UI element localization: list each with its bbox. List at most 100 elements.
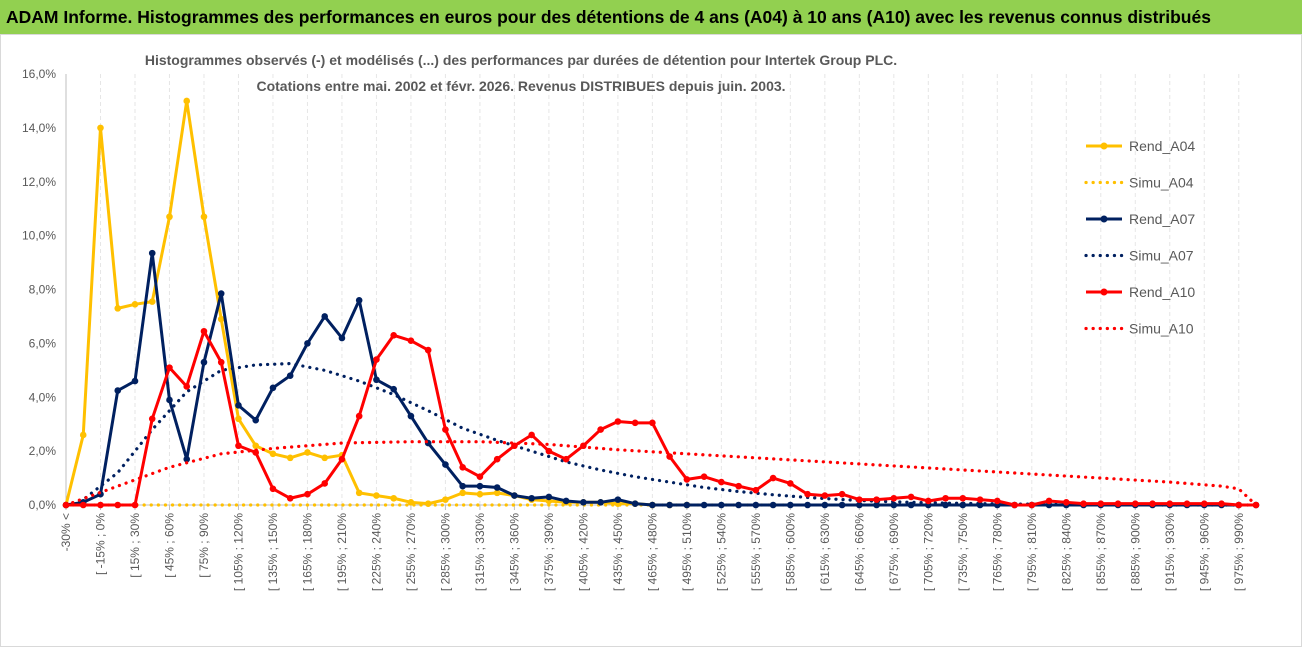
performance-histogram-chart: Histogrammes observés (-) et modélisés (… bbox=[22, 52, 1260, 591]
data-point-rend-a07 bbox=[838, 501, 846, 509]
series-simu-a07 bbox=[64, 361, 1258, 507]
data-point-rend-a10 bbox=[907, 493, 915, 501]
data-point-rend-a07 bbox=[407, 412, 415, 420]
data-point-rend-a07 bbox=[166, 396, 173, 404]
gridlines bbox=[65, 74, 1240, 505]
data-point-rend-a07 bbox=[476, 482, 484, 490]
chart-area: Histogrammes observés (-) et modélisés (… bbox=[0, 34, 1302, 647]
data-point-rend-a10 bbox=[925, 497, 932, 505]
data-point-rend-a10 bbox=[821, 492, 829, 499]
data-point-rend-a07 bbox=[769, 501, 777, 509]
data-point-rend-a10 bbox=[890, 494, 898, 502]
banner-title: ADAM Informe. Histogrammes des performan… bbox=[6, 7, 1211, 27]
legend-marker bbox=[1100, 142, 1108, 150]
data-point-rend-a10 bbox=[838, 490, 846, 498]
data-point-rend-a04 bbox=[476, 490, 484, 498]
chart-title: Histogrammes observés (-) et modélisés (… bbox=[145, 52, 897, 94]
data-point-rend-a10 bbox=[976, 496, 984, 503]
data-point-rend-a10 bbox=[1200, 500, 1208, 507]
data-point-rend-a04 bbox=[148, 298, 156, 305]
data-point-rend-a07 bbox=[511, 492, 518, 499]
data-point-rend-a10 bbox=[1114, 500, 1122, 507]
x-tick-label: [ 585% ; 600% bbox=[783, 513, 797, 591]
data-point-rend-a10 bbox=[390, 331, 397, 339]
data-point-rend-a07 bbox=[597, 499, 604, 506]
x-tick-label: [ 795% ; 810% bbox=[1025, 513, 1039, 591]
data-point-rend-a10 bbox=[373, 356, 380, 363]
y-tick-label: 6,0% bbox=[29, 336, 57, 350]
data-point-rend-a10 bbox=[79, 501, 87, 509]
data-point-rend-a07 bbox=[355, 296, 363, 304]
series-rend-a10 bbox=[62, 327, 1260, 509]
data-point-rend-a10 bbox=[200, 327, 208, 335]
x-tick-label: [ 675% ; 690% bbox=[887, 513, 901, 591]
legend-item-simu-a04: Simu_A04 bbox=[1084, 175, 1194, 191]
data-point-rend-a10 bbox=[994, 497, 1001, 505]
data-point-rend-a07 bbox=[321, 313, 328, 320]
data-point-rend-a07 bbox=[493, 484, 501, 491]
legend-label: Simu_A04 bbox=[1129, 175, 1194, 191]
legend-item-rend-a04: Rend_A04 bbox=[1086, 138, 1195, 154]
data-point-rend-a04 bbox=[390, 494, 397, 502]
x-tick-label: [ 345% ; 360% bbox=[507, 513, 521, 591]
data-point-rend-a10 bbox=[493, 455, 501, 463]
x-tick-label: [ 15% ; 30% bbox=[128, 513, 142, 578]
data-point-rend-a04 bbox=[321, 454, 328, 462]
x-tick-label: [ 855% ; 870% bbox=[1094, 513, 1108, 591]
data-point-rend-a04 bbox=[493, 489, 501, 497]
data-point-rend-a04 bbox=[114, 305, 122, 312]
series-line-simu-a07 bbox=[64, 361, 1258, 507]
data-point-rend-a07 bbox=[528, 494, 535, 502]
data-point-rend-a10 bbox=[597, 426, 604, 433]
data-point-rend-a10 bbox=[148, 415, 156, 423]
data-point-rend-a07 bbox=[217, 290, 225, 297]
data-point-rend-a04 bbox=[373, 492, 380, 499]
data-point-rend-a07 bbox=[821, 501, 829, 509]
data-point-rend-a10 bbox=[304, 490, 311, 498]
data-point-rend-a07 bbox=[148, 249, 156, 257]
data-point-rend-a10 bbox=[942, 494, 949, 502]
x-tick-label: [ 495% ; 510% bbox=[680, 513, 694, 591]
data-point-rend-a10 bbox=[856, 496, 863, 503]
data-point-rend-a10 bbox=[528, 431, 535, 439]
data-point-rend-a04 bbox=[166, 213, 173, 221]
data-point-rend-a04 bbox=[97, 124, 104, 132]
series-line-rend-a10 bbox=[66, 329, 1256, 507]
legend-label: Simu_A10 bbox=[1129, 321, 1194, 337]
data-point-rend-a10 bbox=[286, 494, 294, 502]
data-point-rend-a04 bbox=[286, 454, 294, 462]
x-tick-label: [ -15% ; 0% bbox=[93, 513, 107, 575]
data-point-rend-a10 bbox=[1062, 499, 1070, 506]
data-point-rend-a10 bbox=[649, 419, 656, 427]
series-simu-a10 bbox=[64, 440, 1258, 507]
data-point-rend-a04 bbox=[217, 315, 225, 323]
legend-label: Rend_A10 bbox=[1129, 284, 1195, 300]
data-point-rend-a07 bbox=[700, 501, 708, 509]
data-point-rend-a10 bbox=[1235, 501, 1243, 509]
data-point-rend-a07 bbox=[752, 501, 760, 509]
data-point-rend-a10 bbox=[1252, 501, 1260, 509]
data-point-rend-a07 bbox=[890, 501, 898, 509]
report-banner: ADAM Informe. Histogrammes des performan… bbox=[0, 0, 1302, 34]
chart-title-line: Cotations entre mai. 2002 et févr. 2026.… bbox=[256, 78, 785, 94]
data-point-rend-a10 bbox=[97, 501, 104, 509]
data-point-rend-a07 bbox=[131, 377, 139, 385]
data-point-rend-a10 bbox=[476, 473, 484, 481]
data-point-rend-a07 bbox=[580, 499, 587, 506]
data-point-rend-a10 bbox=[424, 346, 432, 354]
series-line-simu-a10 bbox=[64, 440, 1258, 507]
data-point-rend-a04 bbox=[269, 450, 277, 458]
x-tick-label: [ 405% ; 420% bbox=[576, 513, 590, 591]
y-tick-label: 2,0% bbox=[29, 444, 57, 458]
y-tick-label: 4,0% bbox=[29, 390, 57, 404]
data-point-rend-a07 bbox=[390, 385, 397, 393]
data-point-rend-a10 bbox=[183, 383, 191, 390]
x-tick-label: [ 705% ; 720% bbox=[921, 513, 935, 591]
series-rend-a07 bbox=[62, 249, 1260, 509]
data-point-rend-a07 bbox=[200, 358, 208, 366]
data-point-rend-a10 bbox=[735, 482, 742, 490]
data-point-rend-a07 bbox=[338, 334, 346, 342]
x-tick-label: [ 225% ; 240% bbox=[369, 513, 383, 591]
x-tick-label: [ 735% ; 750% bbox=[956, 513, 970, 591]
data-point-rend-a10 bbox=[804, 490, 811, 498]
